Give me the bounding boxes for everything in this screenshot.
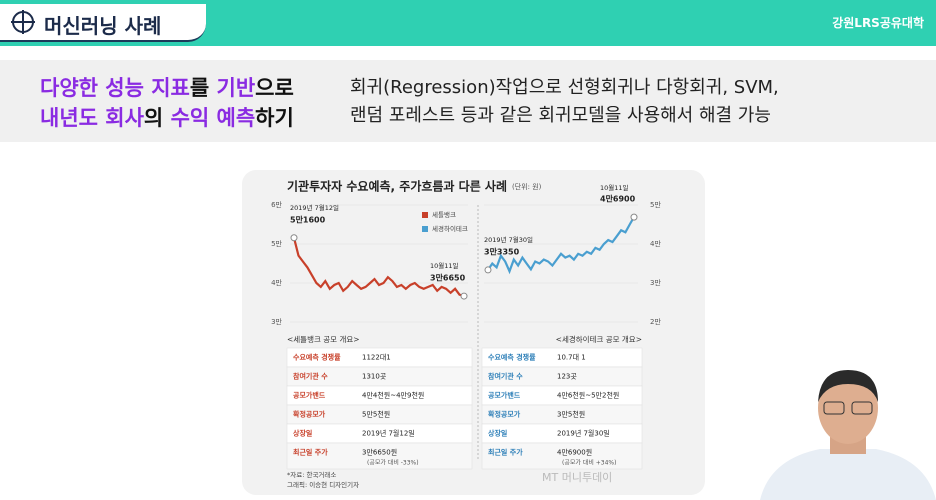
headline-segment: 하기: [255, 106, 294, 130]
table-note: (공모가 대비 -33%): [367, 459, 419, 467]
table-value: 1310곳: [362, 373, 387, 381]
legend-swatch: [422, 212, 428, 218]
y-tick-label: 4만: [271, 278, 282, 287]
table-label: 공모가밴드: [488, 391, 521, 400]
y-tick-label: 4만: [650, 239, 661, 248]
headline-segment: 의: [143, 106, 171, 130]
unit: (단위: 원): [512, 182, 542, 191]
headline-line: 다양한 성능 지표를 기반으로: [40, 73, 294, 103]
table-label: 확정공모가: [488, 410, 521, 419]
icon: [11, 10, 35, 34]
table-label: 참여기관 수: [293, 372, 328, 381]
table-value: 5만5천원: [362, 410, 390, 419]
table-label: 확정공모가: [293, 410, 326, 419]
table-value: 123곳: [557, 373, 577, 381]
table-row: [286, 442, 473, 470]
headline-right: 회귀(Regression)작업으로 선형회귀나 다항회귀, SVM, 랜덤 포레…: [350, 74, 779, 130]
annotation: 2019년 7월12일: [290, 203, 339, 212]
headline-line: 내년도 회사의 수익 예측하기: [40, 103, 294, 133]
y-tick-label: 2만: [650, 317, 661, 326]
legend-label: 세틀뱅크: [432, 210, 456, 219]
headline-text: 회귀(Regression)작업으로 선형회귀나 다항회귀, SVM,: [350, 77, 779, 98]
end-point: [630, 213, 638, 221]
annotation: 3만3350: [484, 246, 520, 256]
headline-segment: 수익 예측: [170, 106, 256, 130]
glasses: [851, 401, 873, 415]
annotation: 10월11일: [430, 261, 459, 270]
title-tab: 머신러닝 사례: [0, 4, 206, 42]
line: [487, 216, 635, 275]
end-point: [484, 266, 492, 274]
headline-segment: 다양한 성능 지표: [40, 76, 190, 100]
header-bar: 머신러닝 사례 강원LRS공유대학: [0, 0, 936, 46]
annotation: 5만1600: [290, 214, 326, 224]
table-value: 4만4천원~4만9천원: [362, 391, 424, 400]
header-title: 머신러닝 사례: [44, 14, 162, 38]
legend-label: 세경하이테크: [432, 224, 468, 233]
infographic: 기관투자자 수요예측, 주가흐름과 다른 사례 (단위: 원) 3만 4만 5만 6만세틀…: [242, 170, 705, 495]
y-tick-label: 3만: [650, 278, 661, 287]
table-row: [481, 442, 643, 470]
table-value: 3만6650원: [362, 448, 397, 457]
y-tick-label: 6만: [271, 200, 282, 209]
face: [818, 372, 878, 444]
table-label: 상장일: [488, 429, 507, 438]
presenter: [760, 370, 936, 500]
end-point: [460, 292, 468, 300]
annotation: 3만6650: [430, 273, 466, 283]
table-note: (공모가 대비 +34%): [562, 459, 616, 467]
hair: [818, 370, 878, 402]
table-label: 수요예측 경쟁률: [293, 353, 341, 362]
table-value: 4만6900원: [557, 448, 592, 457]
headline-text: 랜덤 포레스트 등과 같은 회귀모델을 사용해서 해결 가능: [350, 105, 771, 126]
infographic-title: 기관투자자 수요예측, 주가흐름과 다른 사례: [287, 179, 507, 194]
table-value: 3만5천원: [557, 410, 585, 419]
headline-segment: 내년도 회사: [40, 106, 144, 130]
end-point: [290, 234, 298, 242]
table-label: 최근일 주가: [488, 448, 523, 457]
footnote: 그래픽: 이승현 디자인기자: [287, 480, 359, 489]
shirt: [760, 449, 936, 500]
footnote: *자료: 한국거래소: [287, 470, 336, 479]
logo: 강원LRS공유대학: [832, 16, 924, 30]
table-title: <세경하이테크 공모 개요>: [556, 334, 642, 344]
table-label: 공모가밴드: [293, 391, 326, 400]
table-value: 4만6천원~5만2천원: [557, 391, 619, 400]
table-label: 최근일 주가: [293, 448, 328, 457]
table-value: 2019년 7월12일: [362, 429, 415, 438]
headline-segment: 를: [189, 76, 217, 100]
table-value: 10.7대 1: [557, 354, 586, 362]
legend-swatch: [422, 226, 428, 232]
line: [292, 237, 465, 298]
table-label: 상장일: [293, 429, 312, 438]
annotation: 2019년 7월30일: [484, 235, 533, 244]
headline-segment: 기반: [216, 76, 256, 100]
table-value: 2019년 7월30일: [557, 429, 610, 438]
headline-segment: 으로: [255, 76, 294, 100]
headline-left: 다양한 성능 지표를 기반으로 내년도 회사의 수익 예측하기: [40, 73, 294, 133]
y-tick-label: 5만: [650, 200, 661, 209]
y-tick-label: 3만: [271, 317, 282, 326]
table-title: <세틀뱅크 공모 개요>: [287, 334, 360, 344]
table-label: 참여기관 수: [488, 372, 523, 381]
annotation: 4만6900: [600, 194, 636, 204]
table-label: 수요예측 경쟁률: [488, 353, 536, 362]
table-value: 1122대1: [362, 354, 391, 362]
annotation: 10월11일: [600, 183, 629, 192]
watermark: MT 머니투데이: [542, 471, 612, 484]
y-tick-label: 5만: [271, 239, 282, 248]
glasses: [823, 401, 845, 415]
headline-band: [0, 60, 936, 142]
